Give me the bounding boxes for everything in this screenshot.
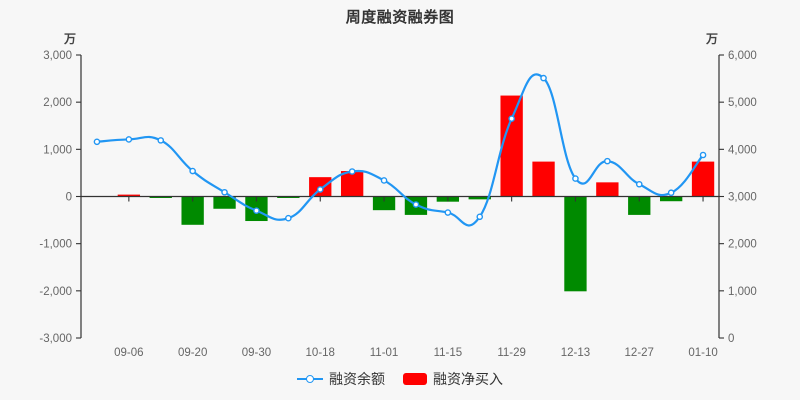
- left-axis-tick-label: 0: [66, 192, 72, 204]
- bar-12-06[interactable]: [500, 95, 523, 197]
- x-axis-tick-label: 01-10: [688, 347, 717, 359]
- left-axis-unit-label: 万: [64, 32, 77, 46]
- line-point-01-10[interactable]: [667, 189, 675, 197]
- bar-09-13[interactable]: [117, 194, 141, 197]
- line-point-10-18[interactable]: [285, 214, 292, 222]
- left-axis-tick-label: 1,000: [43, 144, 72, 156]
- x-axis-tick-label: 11-15: [434, 347, 463, 359]
- chart-legend: 融资余额 融资净买入: [0, 372, 800, 386]
- line-point-12-27[interactable]: [604, 157, 611, 165]
- bar-09-20[interactable]: [149, 196, 172, 199]
- left-axis-tick-label: 3,000: [43, 50, 72, 62]
- line-point-11-29[interactable]: [476, 213, 484, 221]
- right-axis-tick-label: 5,000: [728, 97, 757, 109]
- legend-label-balance: 融资余额: [329, 371, 385, 387]
- bar-01-17[interactable]: [691, 161, 715, 197]
- line-point-12-13[interactable]: [540, 74, 547, 82]
- bar-swatch-icon: [403, 373, 427, 385]
- bar-10-18[interactable]: [277, 196, 300, 199]
- legend-item-line[interactable]: 融资余额: [297, 372, 385, 386]
- line-marker-icon: [297, 373, 323, 385]
- right-axis-tick-label: 1,000: [728, 286, 757, 298]
- legend-item-bar[interactable]: 融资净买入: [403, 372, 503, 386]
- line-point-09-06[interactable]: [93, 138, 101, 146]
- line-point-11-08[interactable]: [380, 177, 388, 184]
- line-point-09-20[interactable]: [157, 137, 165, 144]
- line-point-09-27[interactable]: [189, 167, 196, 175]
- x-axis-tick-label: 11-01: [370, 347, 399, 359]
- line-point-10-11[interactable]: [253, 207, 260, 214]
- x-axis-tick-label: 09-20: [178, 347, 207, 359]
- bar-01-10[interactable]: [659, 196, 683, 202]
- bar-12-13[interactable]: [532, 161, 555, 197]
- x-axis-tick-label: 09-30: [242, 347, 271, 359]
- x-axis-tick-label: 12-27: [625, 347, 654, 359]
- line-point-11-15[interactable]: [412, 201, 420, 208]
- bar-01-03[interactable]: [628, 196, 651, 215]
- x-axis-tick-label: 09-06: [114, 347, 143, 359]
- legend-label-netbuy: 融资净买入: [433, 371, 503, 387]
- right-axis-tick-label: 4,000: [728, 144, 757, 156]
- line-point-09-30[interactable]: [221, 188, 228, 196]
- line-point-01-03[interactable]: [635, 180, 643, 188]
- chart-title: 周度融资融券图: [345, 9, 455, 26]
- bar-09-30[interactable]: [213, 196, 236, 209]
- left-axis-tick-label: 2,000: [43, 97, 72, 109]
- x-axis-tick-label: 12-13: [561, 347, 590, 359]
- right-axis-unit-label: 万: [706, 32, 719, 46]
- left-axis-tick-label: -1,000: [39, 239, 72, 251]
- line-point-10-25[interactable]: [316, 186, 324, 193]
- line-point-01-17[interactable]: [699, 151, 707, 159]
- chart-graphics: 3,000 2,000 1,000 0 -1,000 -2,000 -3,000 6,000 5…: [39, 50, 756, 359]
- bar-11-29[interactable]: [468, 196, 491, 200]
- right-axis-tick-label: 2,000: [728, 239, 757, 251]
- line-point-12-06[interactable]: [508, 115, 515, 122]
- x-axis-tick-label: 11-29: [497, 347, 526, 359]
- left-axis-tick-label: -3,000: [39, 333, 72, 345]
- line-point-11-22[interactable]: [444, 209, 452, 216]
- right-axis-tick-label: 0: [728, 333, 734, 345]
- bar-12-20[interactable]: [564, 196, 587, 292]
- left-axis-tick-label: -2,000: [39, 286, 72, 298]
- line-point-11-01[interactable]: [348, 168, 356, 175]
- bar-12-27[interactable]: [596, 182, 619, 197]
- bar-09-27[interactable]: [181, 196, 204, 225]
- line-point-09-13[interactable]: [125, 136, 133, 143]
- right-axis-tick-label: 3,000: [728, 192, 757, 204]
- bar-11-01[interactable]: [340, 171, 364, 197]
- line-point-12-20[interactable]: [572, 175, 579, 182]
- right-axis-tick-label: 6,000: [728, 50, 757, 62]
- bar-11-08[interactable]: [372, 196, 396, 211]
- x-axis-tick-label: 10-18: [306, 347, 335, 359]
